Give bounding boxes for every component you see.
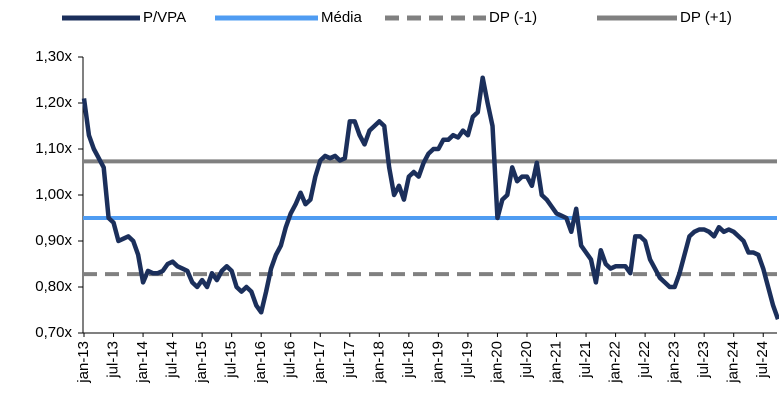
- legend-label: Média: [321, 9, 363, 26]
- x-tick-label: jan-15: [193, 341, 210, 384]
- x-tick-label: jul-18: [400, 341, 417, 379]
- x-tick-label: jan-14: [134, 341, 151, 384]
- x-tick-label: jul-21: [577, 341, 594, 379]
- x-tick-label: jan-20: [488, 341, 505, 384]
- legend-label: DP (-1): [489, 9, 537, 26]
- y-tick-label: 1,00x: [35, 186, 72, 203]
- x-tick-label: jan-23: [666, 341, 683, 384]
- x-tick-label: jul-19: [459, 341, 476, 379]
- x-tick-label: jul-15: [223, 341, 240, 379]
- y-tick-label: 0,70x: [35, 324, 72, 341]
- x-tick-label: jul-16: [282, 341, 299, 379]
- y-tick-label: 1,20x: [35, 94, 72, 111]
- x-tick-label: jan-18: [370, 341, 387, 384]
- x-tick-label: jul-17: [341, 341, 358, 379]
- x-tick-label: jan-17: [311, 341, 328, 384]
- x-tick-label: jan-19: [429, 341, 446, 384]
- y-tick-label: 0,80x: [35, 278, 72, 295]
- legend-label: DP (+1): [680, 9, 732, 26]
- x-tick-label: jan-24: [725, 341, 742, 384]
- x-tick-label: jul-14: [164, 341, 181, 379]
- x-tick-label: jan-22: [607, 341, 624, 384]
- x-tick-label: jan-21: [547, 341, 564, 384]
- x-tick-label: jul-13: [105, 341, 122, 379]
- y-tick-label: 0,90x: [35, 232, 72, 249]
- x-tick-label: jul-20: [518, 341, 535, 379]
- x-tick-label: jan-16: [252, 341, 269, 384]
- y-tick-label: 1,30x: [35, 48, 72, 65]
- x-tick-label: jan-13: [75, 341, 92, 384]
- legend-label: P/VPA: [143, 9, 186, 26]
- x-tick-label: jul-22: [636, 341, 653, 379]
- x-tick-label: jul-24: [754, 341, 771, 379]
- data-line: [81, 75, 779, 320]
- y-tick-label: 1,10x: [35, 140, 72, 157]
- x-tick-label: jul-23: [695, 341, 712, 379]
